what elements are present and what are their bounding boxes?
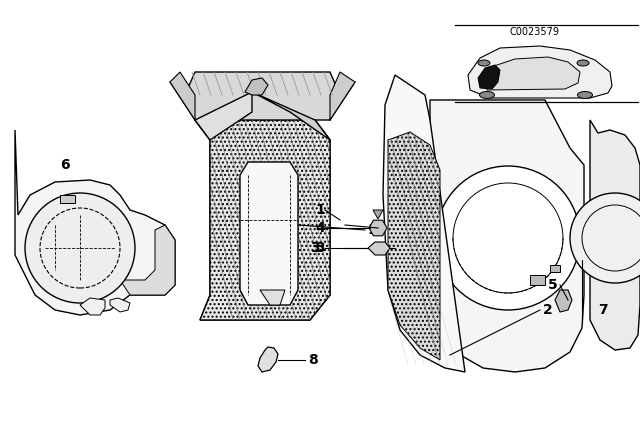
- Polygon shape: [120, 225, 175, 295]
- Polygon shape: [530, 275, 545, 285]
- Polygon shape: [330, 72, 355, 120]
- Polygon shape: [383, 75, 465, 372]
- Text: 1: 1: [315, 203, 325, 217]
- Text: 5: 5: [548, 278, 558, 292]
- Polygon shape: [550, 265, 560, 272]
- Text: 2: 2: [543, 303, 553, 317]
- Circle shape: [436, 166, 580, 310]
- Ellipse shape: [577, 91, 593, 99]
- Polygon shape: [195, 120, 330, 320]
- Ellipse shape: [478, 60, 490, 66]
- Ellipse shape: [577, 60, 589, 66]
- Polygon shape: [185, 72, 340, 120]
- Polygon shape: [260, 290, 285, 305]
- Polygon shape: [485, 57, 580, 90]
- Polygon shape: [368, 242, 390, 255]
- Polygon shape: [590, 120, 640, 350]
- Polygon shape: [373, 210, 383, 219]
- Text: 1: 1: [367, 223, 377, 237]
- Polygon shape: [430, 100, 584, 372]
- Polygon shape: [468, 46, 612, 98]
- Polygon shape: [170, 72, 195, 120]
- Circle shape: [25, 193, 135, 303]
- Text: 7: 7: [598, 303, 607, 317]
- Polygon shape: [252, 92, 330, 140]
- Polygon shape: [195, 120, 330, 320]
- Polygon shape: [80, 298, 105, 315]
- Text: 6: 6: [60, 158, 70, 172]
- Polygon shape: [555, 290, 572, 312]
- Text: 3: 3: [310, 241, 320, 255]
- Polygon shape: [110, 298, 130, 312]
- Polygon shape: [15, 130, 175, 315]
- Polygon shape: [258, 347, 278, 372]
- Polygon shape: [245, 78, 268, 95]
- Text: C0023579: C0023579: [510, 27, 560, 37]
- Ellipse shape: [479, 91, 495, 99]
- Polygon shape: [240, 162, 298, 305]
- Text: 8: 8: [308, 353, 317, 367]
- Circle shape: [570, 193, 640, 283]
- Text: 4: 4: [315, 221, 325, 235]
- Polygon shape: [478, 65, 500, 89]
- Polygon shape: [388, 132, 440, 360]
- Polygon shape: [369, 220, 387, 236]
- Polygon shape: [195, 92, 252, 140]
- Polygon shape: [60, 195, 75, 203]
- Text: 3: 3: [315, 241, 325, 255]
